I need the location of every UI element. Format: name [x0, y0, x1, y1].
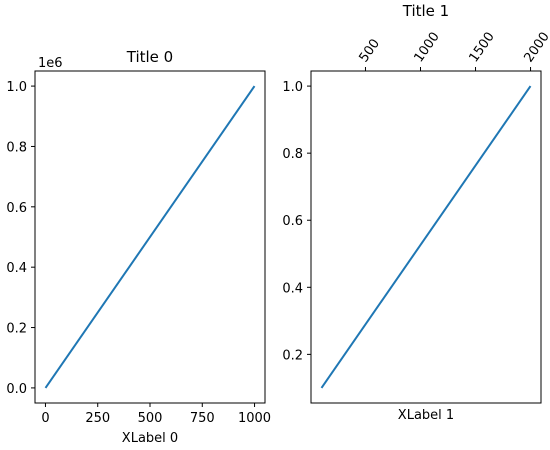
axes-1-frame: [310, 70, 542, 404]
axes-0: Title 0 1e6 0 250 500 750 1000 0.00.20.40.60…: [6, 48, 271, 446]
y-tick-label: 0.2: [6, 322, 27, 337]
axes-1-title: Title 1: [402, 2, 449, 20]
y-tick-label: 1.0: [6, 80, 27, 95]
axes-0-y-offset-label: 1e6: [38, 56, 63, 71]
x-tick-label: 0: [41, 411, 49, 426]
axes-0-x-ticks: 0 250 500 750 1000: [41, 403, 271, 426]
axes-0-plot-area: [44, 85, 256, 389]
x-tick-label: 500: [138, 411, 163, 426]
axes-1-y-ticks: 0.2 0.4 0.6 0.8 1.0: [282, 80, 311, 363]
y-tick-label: 1.0: [282, 80, 303, 95]
axes-0-x-label: XLabel 0: [122, 431, 178, 446]
x-tick-label: 750: [190, 411, 215, 426]
y-tick-label: 0.8: [6, 140, 27, 155]
y-tick-label: 0.6: [6, 201, 27, 216]
axes-1-plot-area: [320, 85, 532, 389]
y-tick-label: 0.0: [6, 382, 27, 397]
y-tick-label: 0.2: [282, 348, 303, 363]
y-tick-label: 0.8: [282, 147, 303, 162]
series-line-0: [320, 85, 532, 389]
y-tick-label: 0.4: [6, 261, 27, 276]
x-tick-label: 1000: [238, 411, 271, 426]
axes-0-title: Title 0: [126, 48, 173, 66]
axes-0-y-ticks: 0.0 0.2 0.4 0.6 0.8 1.0: [6, 80, 35, 397]
series-line-0: [44, 85, 256, 389]
y-tick-label: 0.4: [282, 281, 303, 296]
y-tick-label: 0.6: [282, 214, 303, 229]
x-tick-label: 250: [85, 411, 110, 426]
axes-1-x-label: XLabel 1: [398, 408, 454, 423]
